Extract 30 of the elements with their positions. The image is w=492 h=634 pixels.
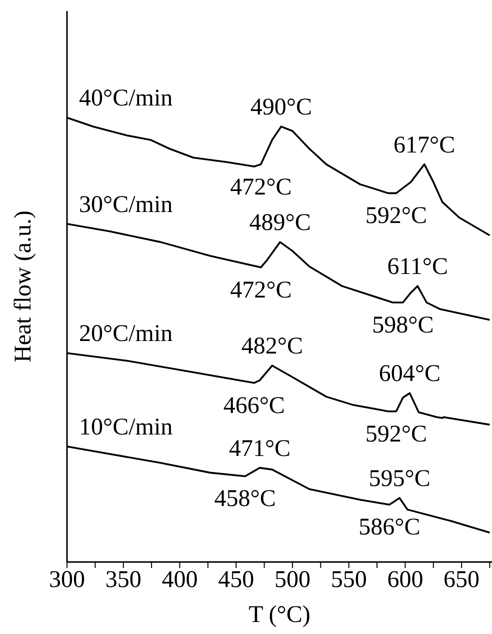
series-label: 40°C/min [79,86,173,112]
series-label: 30°C/min [79,192,173,218]
annotation: 471°C [228,436,291,462]
annotation: 458°C [214,486,276,512]
annotation: 586°C [358,514,420,541]
x-tick-label: 450 [218,567,254,594]
annotation: 592°C [365,203,427,230]
series-label: 20°C/min [79,321,173,348]
annotation: 472°C [230,174,292,200]
x-axis-title: T (°C) [248,602,310,628]
x-tick-label: 600 [387,567,424,594]
series-label: 10°C/min [79,414,173,440]
annotation: 598°C [372,312,434,338]
annotation: 490°C [250,94,312,121]
annotation: 592°C [365,421,427,448]
y-axis-title: Heat flow (a.u.) [10,210,37,362]
annotation: 604°C [378,361,441,388]
annotation: 466°C [223,392,285,419]
x-tick-label: 550 [330,567,367,594]
x-tick-label: 500 [274,567,310,594]
annotation: 611°C [387,254,448,280]
annotation: 617°C [394,132,456,158]
x-tick-label: 350 [105,567,142,594]
x-tick-label: 650 [444,567,480,594]
x-tick-label: 400 [162,567,198,594]
annotation: 482°C [241,334,303,360]
x-tick-label: 300 [49,567,85,594]
annotation: 489°C [249,210,311,236]
annotation: 595°C [368,466,430,492]
annotation: 472°C [230,277,292,304]
